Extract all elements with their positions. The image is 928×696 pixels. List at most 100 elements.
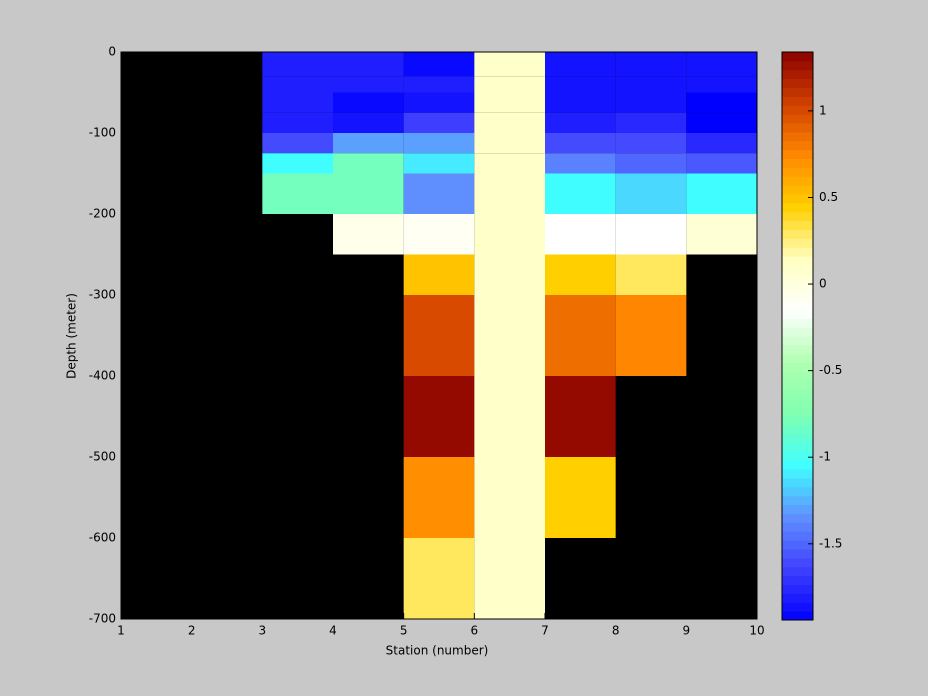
heatmap-cell [262,52,333,77]
heatmap-cell [403,76,475,93]
colorbar-band [782,584,813,594]
colorbar-band [782,442,813,452]
colorbar-band [782,52,813,62]
colorbar-band [782,123,813,133]
heatmap-cell [403,112,475,133]
heatmap-cell [686,173,757,214]
colorbar-band [782,486,813,497]
heatmap-cell [545,52,616,77]
colorbar-band [782,433,813,443]
heatmap-cell [474,254,545,295]
colorbar-band [782,256,813,266]
heatmap-cell [615,173,687,214]
colorbar-band [782,78,813,88]
heatmap-cell [333,214,404,255]
heatmap-cell [545,112,616,133]
colorbar-band [782,194,813,204]
colorbar-band [782,158,813,168]
colorbar-band [782,344,813,355]
colorbar-band [782,389,813,399]
heatmap-cell [262,133,333,154]
heatmap-cell [333,153,404,174]
colorbar-band [782,309,813,319]
heatmap-cell [686,153,757,174]
colorbar-band [782,60,813,71]
colorbar-band [782,495,813,506]
heatmap-cell [333,112,404,133]
x-tick-label: 6 [471,624,479,638]
heatmap-cell [403,295,475,336]
colorbar-band [782,211,813,222]
heatmap-cell [615,153,687,174]
heatmap-cell [686,214,757,255]
colorbar-band [782,291,813,301]
colorbar-band [782,282,813,293]
heatmap-cell [474,92,545,113]
y-tick-label: -700 [89,612,116,626]
heatmap-cell [333,52,404,77]
colorbar-band [782,575,813,585]
heatmap-cell [262,92,333,113]
colorbar-band [782,96,813,106]
heatmap-cell [403,376,475,457]
heatmap-cell [474,133,545,154]
heatmap-cell [474,153,545,174]
heatmap-cell [403,153,475,174]
heatmap-cell [545,295,616,336]
heatmap-cell [545,153,616,174]
heatmap-cell [686,52,757,77]
heatmap-cell [474,112,545,133]
colorbar-box [781,51,814,621]
heatmap-cell [686,133,757,154]
axes-box [120,51,758,620]
colorbar-band [782,522,813,532]
heatmap-cell [615,295,687,336]
colorbar-band [782,149,813,159]
colorbar-band [782,566,813,577]
colorbar-tick-label: -1.5 [819,536,842,550]
x-tick-label: 3 [259,624,267,638]
heatmap-cell [403,173,475,214]
heatmap-cell [545,76,616,93]
heatmap-cell [474,76,545,93]
colorbar-band [782,185,813,195]
colorbar-tick-label: 0 [819,277,827,291]
colorbar-band [782,87,813,97]
heatmap-cell [474,335,545,376]
heatmap-cell [615,76,687,93]
colorbar-tick-label: -0.5 [819,363,842,377]
colorbar-band [782,229,813,239]
heatmap-cell [615,335,687,376]
heatmap-cell [474,538,545,619]
heatmap-cell [474,52,545,77]
heatmap-cell [474,376,545,457]
colorbar-band [782,336,813,346]
colorbar-band [782,451,813,461]
colorbar-band [782,593,813,603]
heatmap-cell [686,76,757,93]
heatmap-cell [403,214,475,255]
heatmap-cell [333,133,404,154]
heatmap-cell [262,173,333,214]
heatmap-cell [545,133,616,154]
y-tick-label: -400 [89,369,116,383]
heatmap-cell [474,173,545,214]
colorbar-band [782,469,813,479]
colorbar-band [782,504,813,514]
colorbar-band [782,69,813,80]
colorbar-band [782,531,813,541]
colorbar-band [782,131,813,142]
colorbar-band [782,353,813,364]
heatmap-cell [403,92,475,113]
colorbar-band [782,602,813,612]
colorbar-tick-label: -1 [819,450,831,464]
heatmap-cell [333,76,404,93]
colorbar-band [782,220,813,230]
heatmap-cell [545,335,616,376]
y-tick-label: -200 [89,207,116,221]
y-axis-label: Depth (meter) [65,293,79,379]
colorbar-band [782,611,813,621]
y-tick-label: -300 [89,288,116,302]
heatmap-cell [262,112,333,133]
colorbar-band [782,114,813,124]
